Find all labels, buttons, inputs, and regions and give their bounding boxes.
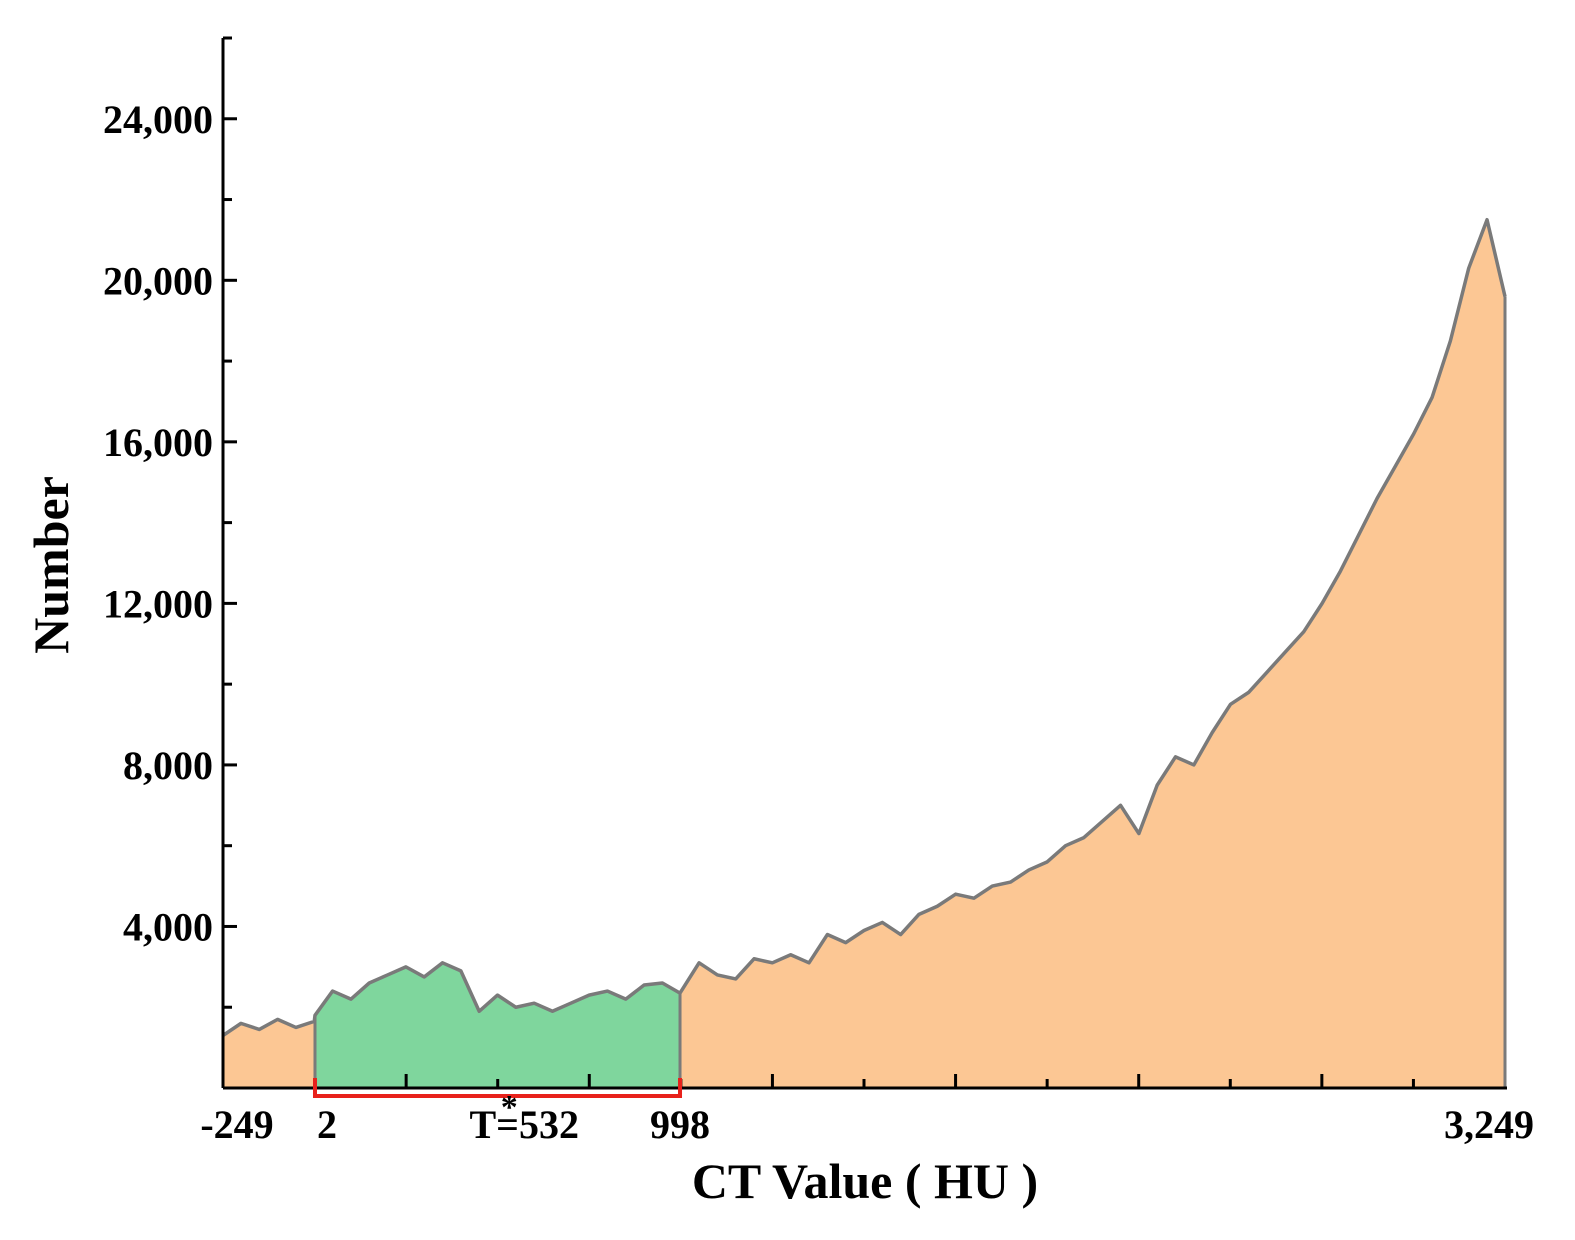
area-fill-left: [223, 1015, 315, 1088]
y-tick-label: 16,000: [103, 420, 213, 465]
y-axis-title: Number: [23, 476, 79, 654]
area-fill-highlight: [314, 962, 681, 1088]
x-tick-label: 998: [650, 1102, 710, 1147]
x-axis-title: CT Value ( HU ): [692, 1153, 1038, 1209]
tick-labels: 4,000 8,000 12,000 16,000 20,000 24,000 -249 2 T…: [103, 97, 1534, 1147]
threshold-marker: *: [501, 1089, 518, 1126]
x-tick-label: 3,249: [1444, 1102, 1534, 1147]
y-tick-label: 20,000: [103, 258, 213, 303]
y-tick-label: 12,000: [103, 581, 213, 626]
area-fills: [223, 219, 1507, 1088]
y-tick-label: 8,000: [123, 743, 213, 788]
x-tick-label: 2: [317, 1102, 337, 1147]
series-line: [222, 217, 1507, 1037]
x-tick-label: T=532: [469, 1102, 578, 1147]
area-fill-right: [680, 219, 1505, 1088]
y-tick-label: 4,000: [123, 904, 213, 949]
x-tick-label: -249: [200, 1102, 273, 1147]
range-bracket: [312, 1078, 683, 1098]
series-line-group: [222, 217, 1507, 1037]
y-tick-label: 24,000: [103, 97, 213, 142]
threshold-bracket: *: [312, 1078, 683, 1126]
